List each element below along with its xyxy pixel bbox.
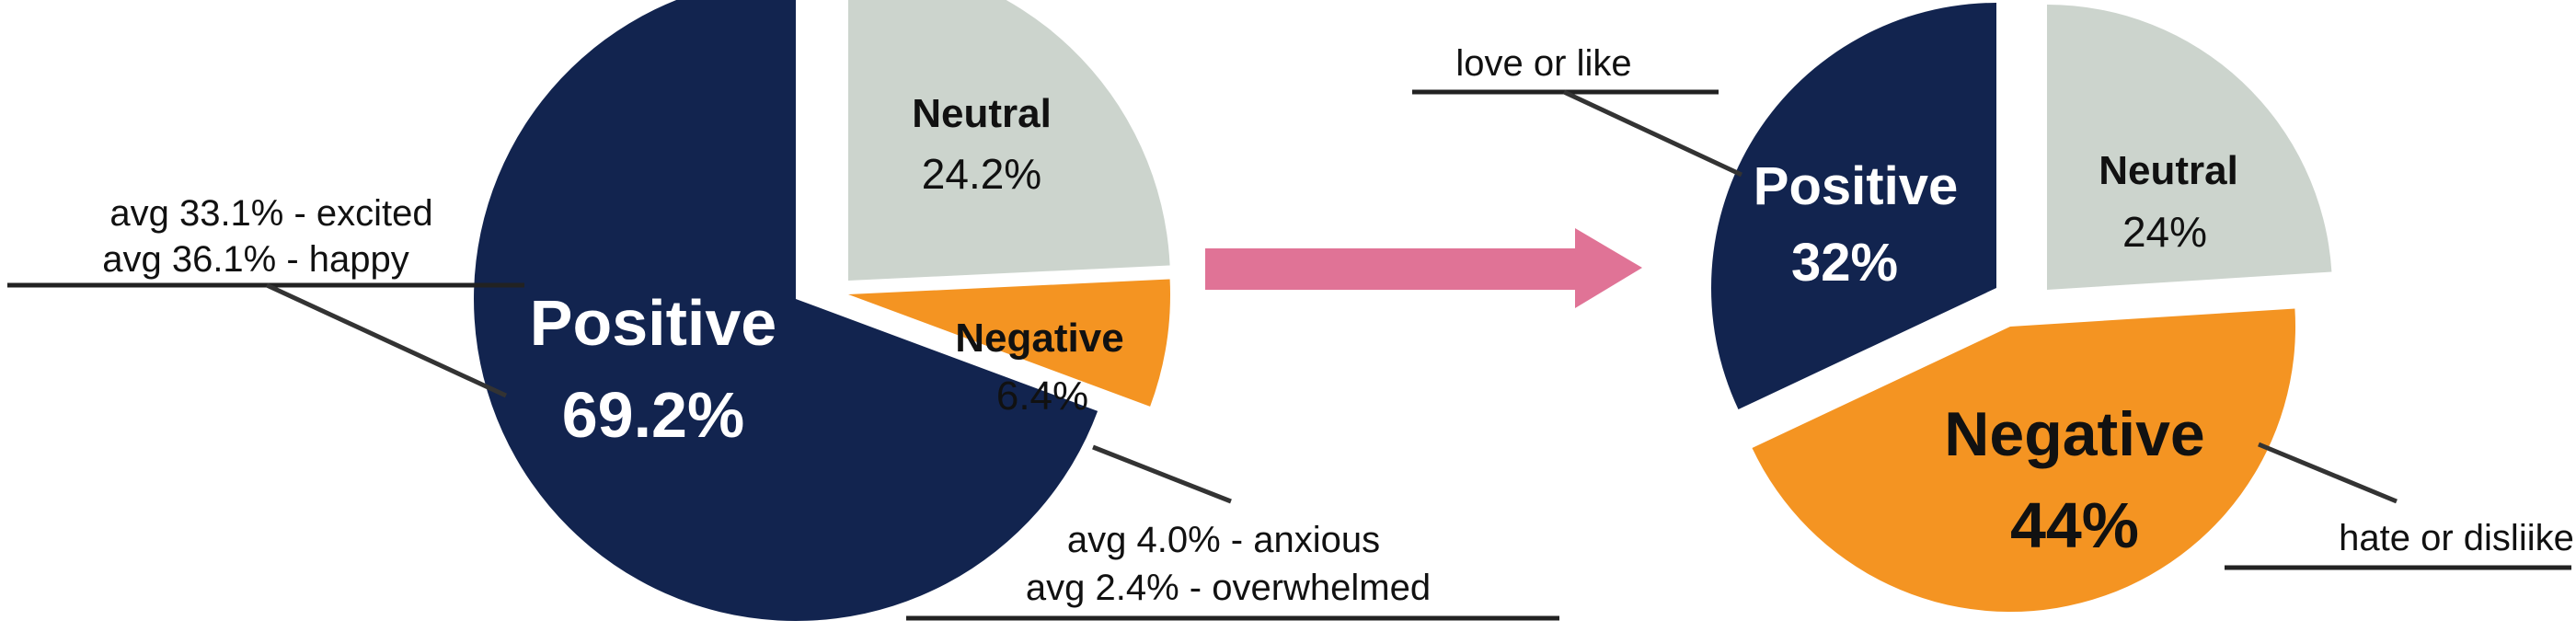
annotation-overwhelmed: avg 2.4% - overwhelmed <box>1026 568 1431 608</box>
pie-slice-positive-left <box>474 0 1098 621</box>
annotation-hate-or-dislike: hate or disliike <box>2339 518 2574 558</box>
pie-slice-neutral-right <box>2047 4 2332 290</box>
annotation-excited: avg 33.1% - excited <box>109 193 432 234</box>
slice-label-neutral-left: Neutral <box>912 91 1052 136</box>
pie-chart-before: Positive 69.2% Neutral 24.2% Negative 6.… <box>7 0 1559 621</box>
annotation-anxious: avg 4.0% - anxious <box>1067 520 1380 560</box>
pie-slice-negative-left <box>848 279 1170 407</box>
slice-value-negative-right: 44% <box>2010 489 2139 561</box>
transition-arrow <box>1205 228 1642 308</box>
annotation-leader-negative-left <box>1092 444 1232 504</box>
slice-label-positive-right: Positive <box>1754 156 1958 216</box>
annotation-leader-negative-right <box>2258 442 2398 504</box>
slice-label-negative-right: Negative <box>1944 399 2204 469</box>
pie-slice-negative-right <box>1752 308 2296 613</box>
annotation-leader-positive-left <box>265 282 508 398</box>
slice-value-positive-right: 32% <box>1791 233 1898 293</box>
slice-label-positive-left: Positive <box>530 287 776 359</box>
annotation-love-or-like: love or like <box>1455 43 1631 84</box>
pie-chart-after: Positive 32% Neutral 24% Negative 44% lo… <box>1412 3 2574 613</box>
annotation-happy: avg 36.1% - happy <box>102 239 409 280</box>
slice-value-neutral-left: 24.2% <box>922 150 1041 198</box>
arrow-head <box>1575 228 1642 308</box>
pie-slice-positive-right <box>1710 3 1996 409</box>
slice-value-neutral-right: 24% <box>2122 208 2207 256</box>
slice-label-negative-left: Negative <box>955 316 1123 361</box>
pie-slice-neutral-left <box>848 0 1170 281</box>
arrow-shaft <box>1205 248 1578 290</box>
slice-value-positive-left: 69.2% <box>562 379 744 451</box>
annotation-leader-positive-right <box>1562 89 1743 178</box>
slice-value-negative-left: 6.4% <box>996 373 1088 419</box>
slice-label-neutral-right: Neutral <box>2099 148 2238 193</box>
